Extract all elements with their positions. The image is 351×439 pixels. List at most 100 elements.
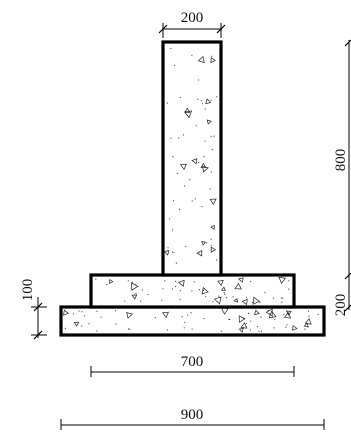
sand-dot xyxy=(308,315,310,317)
sand-dot xyxy=(64,327,66,329)
sand-dot xyxy=(100,316,102,318)
sand-dot xyxy=(259,302,261,304)
sand-dot xyxy=(304,328,306,330)
sand-dot xyxy=(271,316,273,318)
sand-dot xyxy=(206,242,208,244)
sand-dot xyxy=(281,301,283,303)
sand-dot xyxy=(251,301,254,303)
sand-dot xyxy=(189,179,191,181)
sand-dot xyxy=(209,188,211,190)
sand-dot xyxy=(272,297,275,299)
sand-dot xyxy=(269,313,271,315)
sand-dot xyxy=(274,318,276,320)
aggregate-mark xyxy=(292,324,298,331)
sand-dot xyxy=(283,313,285,315)
sand-dot xyxy=(178,137,180,139)
sand-dot xyxy=(229,318,231,321)
aggregate-mark xyxy=(183,110,193,119)
sand-dot xyxy=(131,281,133,283)
aggregate-mark xyxy=(210,224,215,230)
dimension-label-base-width: 900 xyxy=(181,407,204,423)
aggregate-mark xyxy=(179,163,187,171)
sand-dot xyxy=(213,135,215,137)
base-slab xyxy=(59,305,326,337)
aggregate-mark xyxy=(109,278,114,284)
sand-dot xyxy=(135,292,137,295)
sand-dot xyxy=(175,262,177,264)
aggregate-mark xyxy=(209,198,217,205)
sand-dot xyxy=(198,252,200,254)
sand-dot xyxy=(96,310,98,312)
sand-dot xyxy=(200,100,202,102)
sand-dot xyxy=(250,280,252,283)
sand-dot xyxy=(88,323,90,325)
aggregate-mark xyxy=(73,321,80,327)
sand-dot xyxy=(246,296,248,298)
sand-dot xyxy=(166,250,168,252)
sand-dot xyxy=(106,283,108,286)
aggregate-mark xyxy=(196,249,203,257)
sand-dot xyxy=(264,291,266,294)
sand-dot xyxy=(179,96,181,99)
aggregate-mark xyxy=(184,107,191,113)
sand-dot xyxy=(198,79,200,81)
sand-dot xyxy=(210,135,212,137)
sand-dot xyxy=(201,205,203,208)
dimension-stem-width: 200 xyxy=(158,10,226,38)
sand-dot xyxy=(78,310,80,312)
sand-dot xyxy=(194,198,196,200)
sand-dot xyxy=(161,299,163,301)
sand-dot xyxy=(172,156,174,158)
sand-dot xyxy=(170,47,172,50)
aggregate-mark xyxy=(206,119,212,125)
aggregate-mark xyxy=(234,282,242,290)
aggregate-mark xyxy=(240,322,248,329)
aggregate-mark xyxy=(220,286,226,292)
aggregate-mark xyxy=(201,241,207,246)
sand-dot xyxy=(129,328,131,330)
sand-dot xyxy=(236,299,238,301)
aggregate-mark xyxy=(253,309,260,316)
aggregate-mark xyxy=(238,327,244,333)
sand-dot xyxy=(225,297,227,299)
sand-dot xyxy=(184,185,186,187)
sand-dot xyxy=(175,280,177,282)
sand-dot xyxy=(182,134,185,136)
sand-dot xyxy=(195,125,197,127)
sand-dot xyxy=(317,313,319,316)
sand-dot xyxy=(191,200,193,202)
dimension-label-base-height: 100 xyxy=(20,279,36,302)
aggregate-mark xyxy=(191,158,198,165)
sand-dot xyxy=(201,103,203,105)
sand-dot xyxy=(260,330,263,332)
sand-dot xyxy=(285,326,287,328)
sand-dot xyxy=(220,330,222,332)
dimension-base-height: 100 xyxy=(20,279,47,340)
sand-dot xyxy=(127,328,130,330)
sand-dot xyxy=(175,285,177,288)
sand-dot xyxy=(185,245,187,248)
sand-dot xyxy=(164,280,166,282)
sand-dot xyxy=(96,330,98,332)
sand-dot xyxy=(187,314,189,316)
aggregate-mark xyxy=(210,57,216,64)
dimension-stem-height: 800 xyxy=(333,39,351,280)
sand-dot xyxy=(247,312,250,314)
aggregate-mark xyxy=(217,279,224,286)
sand-dot xyxy=(210,99,212,101)
dimension-label-upper-step-width: 700 xyxy=(181,354,204,370)
sand-dot xyxy=(205,295,207,297)
aggregate-mark xyxy=(285,310,292,316)
sand-dot xyxy=(134,284,136,286)
sand-dot xyxy=(198,289,201,291)
sand-dot xyxy=(210,245,212,247)
dimension-base-width: 900 xyxy=(60,407,325,430)
sand-dot xyxy=(140,300,142,302)
aggregate-mark xyxy=(283,311,292,319)
sand-dot xyxy=(115,310,117,312)
sand-dot xyxy=(162,288,164,290)
sand-dot xyxy=(183,327,185,329)
sand-dot xyxy=(170,137,172,139)
aggregate-mark xyxy=(163,250,170,256)
sand-dot xyxy=(203,317,205,320)
